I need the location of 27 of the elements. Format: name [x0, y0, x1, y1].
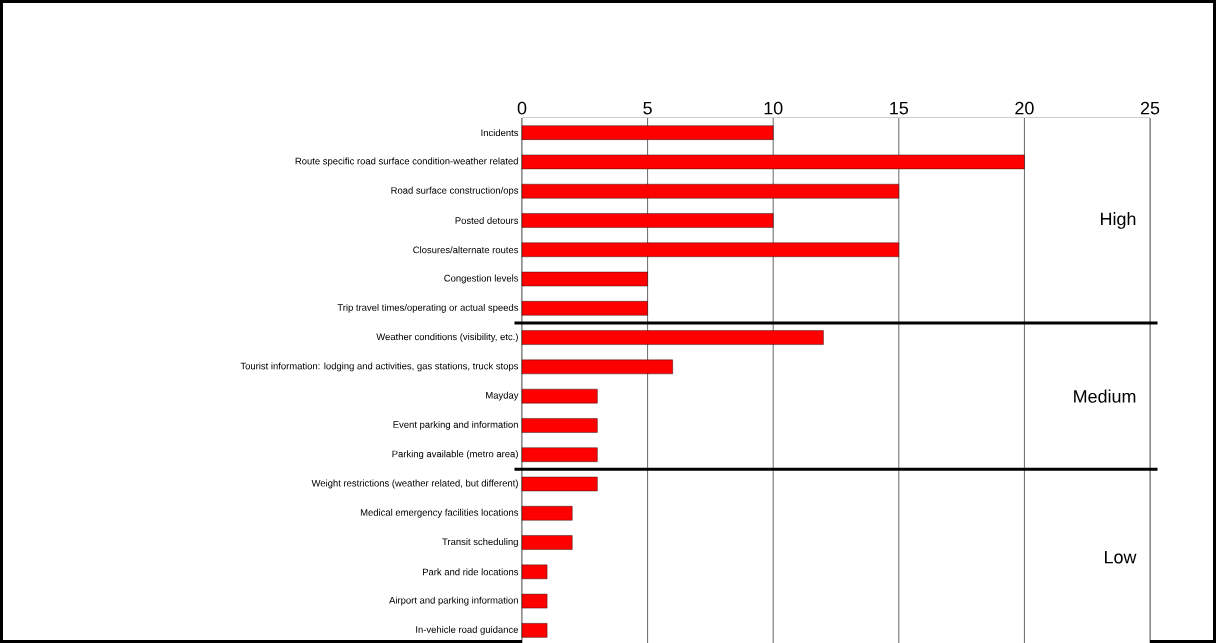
x-tick-label: 15 [890, 101, 909, 115]
band-label: High [1101, 212, 1136, 229]
y-tick-label: Closures/alternate routes [413, 246, 519, 254]
y-tick-label: Transit scheduling [442, 538, 518, 547]
y-tick-label: Tourist information: lodging and activities, gas stations, truck stops [240, 362, 519, 372]
band-label: Medium [1074, 389, 1136, 403]
x-tick-label: 0 [517, 101, 527, 115]
y-tick-label: Incidents [481, 129, 519, 137]
y-tick-label: Airport and parking information [389, 596, 518, 606]
y-tick-label: Weather conditions (visibility, etc.) [376, 333, 518, 342]
y-tick-label: Weight restrictions (weather related, but different) [311, 479, 518, 489]
x-tick-label: 10 [764, 101, 783, 115]
y-tick-label: Congestion levels [444, 274, 519, 284]
y-tick-label: Route specific road surface condition-weather related [295, 157, 518, 167]
y-tick-label: Trip travel times/operating or actual speeds [337, 303, 519, 313]
y-tick-label: Posted detours [455, 217, 519, 224]
x-tick-label: 20 [1015, 101, 1034, 115]
y-tick-label: Parking available (metro area) [392, 450, 518, 460]
y-tick-label: Road surface construction/ops [391, 186, 519, 196]
x-tick-label: 5 [643, 101, 652, 115]
y-tick-label: In-vehicle road guidance [416, 625, 519, 635]
x-tick-label: 25 [1140, 101, 1160, 115]
band-label: Low [1105, 550, 1137, 564]
y-tick-label: Event parking and information [393, 421, 518, 430]
y-tick-label: Medical emergency facilities locations [360, 508, 519, 518]
y-tick-label: Park and ride locations [422, 568, 519, 576]
y-tick-label: Mayday [486, 391, 519, 401]
